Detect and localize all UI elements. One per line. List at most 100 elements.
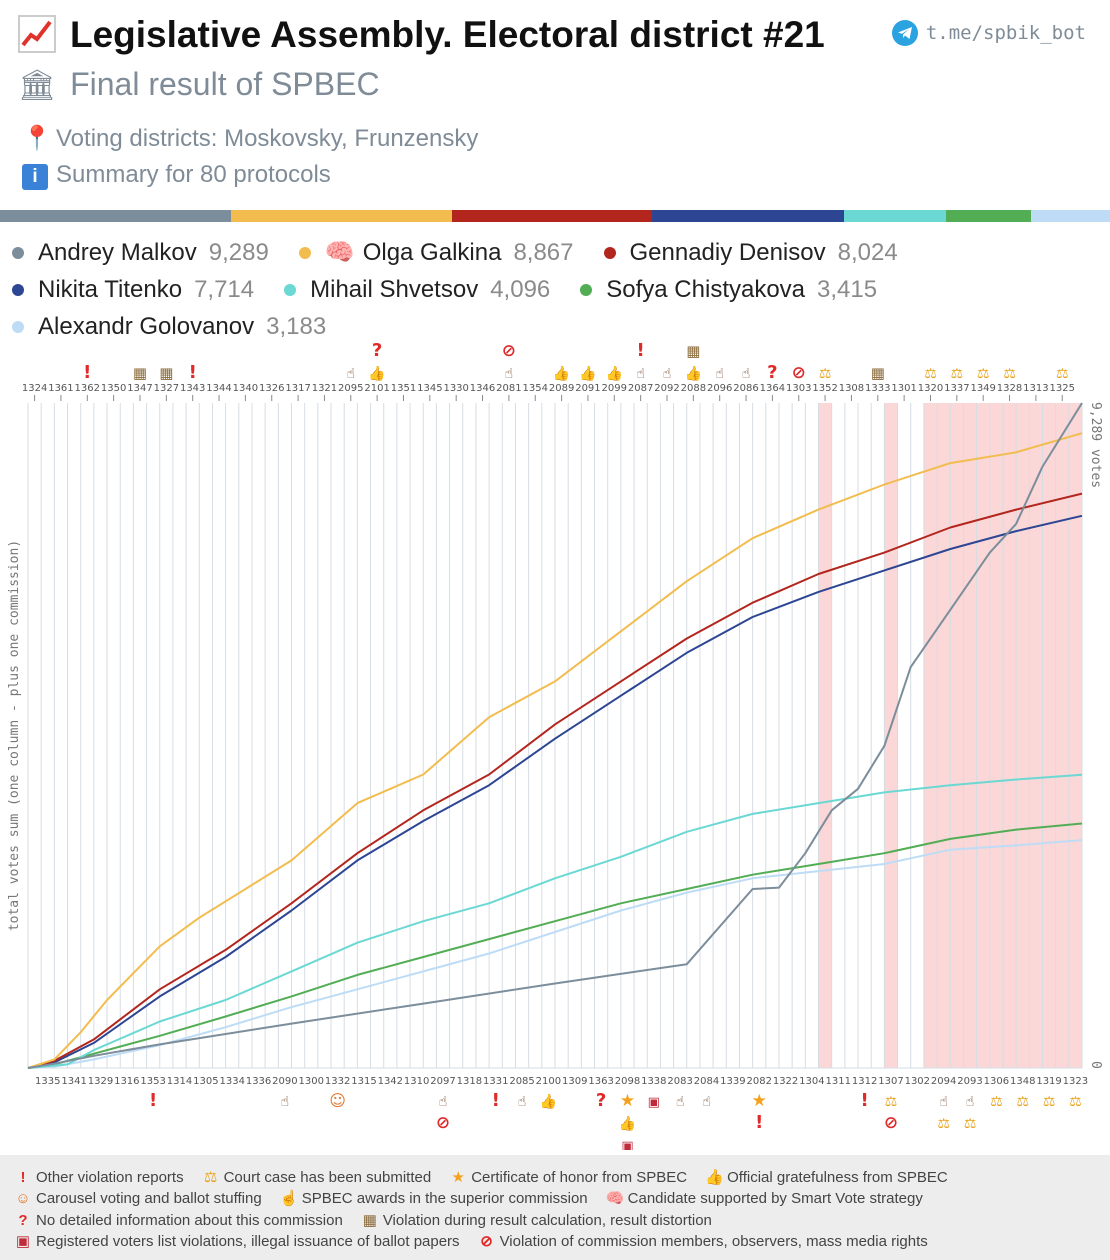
question-icon: ? [372, 340, 382, 361]
footer-legend-row: ▣ Registered voters list violations, ille… [14, 1232, 946, 1250]
bottom-tick-label: 2084 [694, 1076, 719, 1087]
legend: Andrey Malkov 9,289 🧠 Olga Galkina 8,867 Ge… [12, 234, 1102, 345]
vote-share-segment [231, 210, 452, 222]
bottom-tick-label: 1309 [562, 1076, 587, 1087]
legend-item: Nikita Titenko 7,714 [12, 276, 254, 304]
legend-dot [12, 283, 24, 296]
bottom-tick-label: 1336 [246, 1076, 271, 1087]
footer-legend-text: Certificate of honor from SPBEC [471, 1169, 688, 1186]
pointing-up-icon: ☝ [702, 1094, 711, 1110]
bottom-tick-label: 2090 [272, 1076, 297, 1087]
info-icon: i [22, 164, 48, 190]
footer-legend-row: ! Other violation reports ⚖ Court case has … [14, 1168, 966, 1186]
bottom-tick-label: 1304 [799, 1076, 824, 1087]
pointing-up-icon: ☝ [939, 1094, 948, 1110]
highlighted-column [1068, 403, 1082, 1068]
ballot-box-icon: ▣ [621, 1139, 633, 1150]
top-tick-label: 1326 [259, 383, 284, 394]
footer-legend-item: ★ Certificate of honor from SPBEC [449, 1168, 687, 1186]
legend-item: Alexandr Golovanov 3,183 [12, 313, 326, 341]
bottom-tick-label: 1306 [984, 1076, 1009, 1087]
scales-icon: ⚖ [977, 366, 990, 382]
telegram-link[interactable]: t.me/spbik_bot [891, 20, 1086, 46]
pointing-up-icon: ☝ [518, 1094, 527, 1110]
bottom-tick-label: 1312 [852, 1076, 877, 1087]
highlighted-column [1029, 403, 1043, 1068]
pointing-up-icon: ☝ [742, 366, 751, 382]
thumbs-up-icon: 👍 [540, 1093, 557, 1110]
bottom-tick-label: 1318 [457, 1076, 482, 1087]
bottom-tick-label: 2097 [430, 1076, 455, 1087]
abacus-icon: ▦ [871, 364, 885, 382]
bottom-tick-label: 1302 [905, 1076, 930, 1087]
legend-item: 🧠 Olga Galkina 8,867 [298, 238, 574, 267]
top-tick-label: 1340 [233, 383, 258, 394]
top-tick-label: 2088 [681, 383, 706, 394]
pointing-up-icon: ☝ [279, 1190, 299, 1207]
highlighted-column [963, 403, 977, 1068]
exclamation-icon: ! [149, 1090, 157, 1111]
bottom-tick-label: 1342 [378, 1076, 403, 1087]
abacus-icon: ▦ [362, 1212, 377, 1229]
top-tick-label: 1321 [312, 383, 337, 394]
prohibited-icon: ⊘ [436, 1113, 450, 1133]
top-tick-label: 2087 [628, 383, 653, 394]
series-line [27, 402, 1083, 1069]
legend-name: Alexandr Golovanov [38, 312, 255, 340]
vote-share-segment [0, 210, 232, 222]
top-tick-label: 1364 [760, 383, 785, 394]
bottom-tick-label: 1329 [88, 1076, 113, 1087]
legend-item: Andrey Malkov 9,289 [12, 239, 269, 267]
pointing-up-icon: ☝ [505, 366, 514, 382]
scales-icon: ⚖ [1016, 1094, 1029, 1110]
legend-value: 7,714 [194, 275, 255, 303]
right-top-label: 9,289 votes [1088, 402, 1103, 488]
subtitle-text: Final result of SPBEC [70, 66, 380, 102]
top-tick-label: 1349 [970, 383, 995, 394]
footer-legend-text: Other violation reports [36, 1169, 184, 1186]
scales-icon: ⚖ [1069, 1094, 1082, 1110]
pointing-up-icon: ☝ [636, 366, 645, 382]
footer-legend-item: 👍 Official gratefulness from SPBEC [705, 1168, 948, 1186]
bottom-tick-label: 1322 [773, 1076, 798, 1087]
bottom-tick-label: 2098 [615, 1076, 640, 1087]
legend-item: Mihail Shvetsov 4,096 [284, 276, 550, 304]
bottom-tick-label: 2100 [536, 1076, 561, 1087]
highlighted-column [1055, 403, 1069, 1068]
top-tick-label: 1313 [1023, 383, 1048, 394]
page-title: Legislative Assembly. Electoral district… [18, 14, 825, 56]
prohibited-icon: ⊘ [480, 1233, 493, 1250]
exclamation-icon: ! [637, 340, 645, 361]
bottom-tick-label: 1311 [826, 1076, 851, 1087]
question-icon: ? [767, 362, 777, 383]
icon-legend-footer: ! Other violation reports ⚖ Court case has … [0, 1155, 1110, 1260]
top-tick-label: 1317 [285, 383, 310, 394]
top-tick-label: 1333 [865, 383, 890, 394]
footer-legend-text: Registered voters list violations, illeg… [36, 1233, 460, 1250]
footer-legend-item: ! Other violation reports [14, 1169, 184, 1186]
bottom-tick-label: 1334 [219, 1076, 244, 1087]
scales-icon: ⚖ [951, 366, 964, 382]
legend-value: 8,024 [837, 238, 898, 266]
thumbs-up-icon: 👍 [553, 365, 570, 382]
scales-icon: ⚖ [924, 366, 937, 382]
pointing-up-icon: ☝ [663, 366, 672, 382]
top-tick-label: 2089 [549, 383, 574, 394]
legend-name: Sofya Chistyakova [606, 275, 806, 303]
districts-text: Voting districts: Moskovsky, Frunzensky [56, 125, 479, 152]
bottom-tick-label: 1319 [1036, 1076, 1061, 1087]
top-tick-label: 1328 [997, 383, 1022, 394]
bottom-tick-label: 1339 [720, 1076, 745, 1087]
footer-legend-item: ▦ Violation during result calculation, re… [361, 1211, 712, 1229]
abacus-icon: ▦ [133, 364, 147, 382]
top-tick-label: 2099 [602, 383, 627, 394]
summary-text: Summary for 80 protocols [56, 161, 331, 188]
thumbs-up-icon: 👍 [368, 365, 385, 382]
highlighted-column [884, 403, 898, 1068]
vote-share-segment [1030, 210, 1110, 222]
top-tick-label: 1352 [812, 383, 837, 394]
bottom-tick-label: 1348 [1010, 1076, 1035, 1087]
footer-legend-text: Candidate supported by Smart Vote strate… [627, 1190, 923, 1207]
footer-legend-item: 🧠 Candidate supported by Smart Vote strat… [606, 1189, 923, 1207]
highlighted-column [989, 403, 1003, 1068]
